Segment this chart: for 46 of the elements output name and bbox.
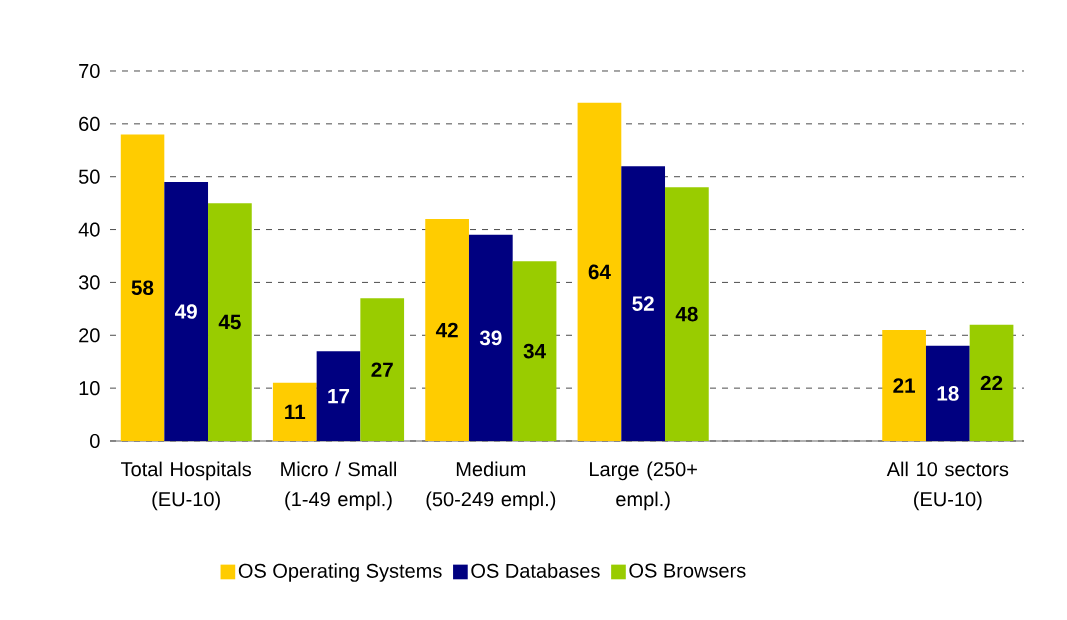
data-label: 39: [479, 330, 502, 346]
bar: [120, 134, 165, 441]
y-tick-label: 10: [79, 381, 100, 396]
legend-label: OS Browsers: [629, 563, 746, 578]
bar: [164, 181, 209, 441]
data-label: 34: [523, 343, 546, 359]
data-label: 11: [285, 404, 306, 420]
x-tick-label: Total Hospitals (EU-10): [121, 461, 251, 511]
bar: [925, 345, 970, 441]
data-label: 18: [937, 386, 959, 401]
y-tick-label: 50: [78, 169, 100, 184]
data-label: 45: [218, 314, 241, 330]
y-tick-label: 60: [79, 116, 100, 131]
data-label: 52: [632, 296, 654, 311]
bar: [208, 203, 252, 441]
x-tick-label: All 10 sectors (EU-10): [886, 461, 1009, 511]
bar: [425, 218, 469, 441]
data-label: 48: [675, 306, 698, 322]
bar: [577, 102, 622, 441]
data-label: 49: [174, 304, 197, 319]
bar: [272, 382, 317, 441]
data-label: 58: [131, 280, 154, 296]
legend-label: OS Databases: [471, 563, 600, 578]
bar: [969, 324, 1014, 441]
data-label: 22: [980, 375, 1003, 391]
bar: [468, 234, 513, 441]
bar: [665, 187, 709, 441]
data-label: 21: [893, 378, 916, 393]
bar: [316, 351, 361, 441]
y-tick-label: 70: [79, 63, 100, 79]
y-tick-label: 0: [90, 433, 100, 449]
data-label: 27: [371, 362, 393, 377]
y-tick-label: 40: [78, 222, 100, 237]
bar: [360, 298, 405, 441]
x-tick-label: Medium (50-249 empl.): [426, 461, 556, 511]
bar: [882, 329, 926, 441]
y-tick-label: 30: [78, 275, 100, 290]
data-label: 64: [588, 264, 611, 280]
bar: [512, 261, 557, 441]
x-tick-label: Large (250+ empl.): [590, 461, 697, 511]
y-tick-label: 20: [79, 328, 100, 343]
x-tick-label: Micro / Small (1-49 empl.): [281, 461, 397, 511]
data-label: 17: [328, 388, 350, 404]
bar: [621, 166, 666, 441]
data-label: 42: [435, 322, 458, 338]
legend-label: OS Operating Systems: [238, 563, 442, 582]
